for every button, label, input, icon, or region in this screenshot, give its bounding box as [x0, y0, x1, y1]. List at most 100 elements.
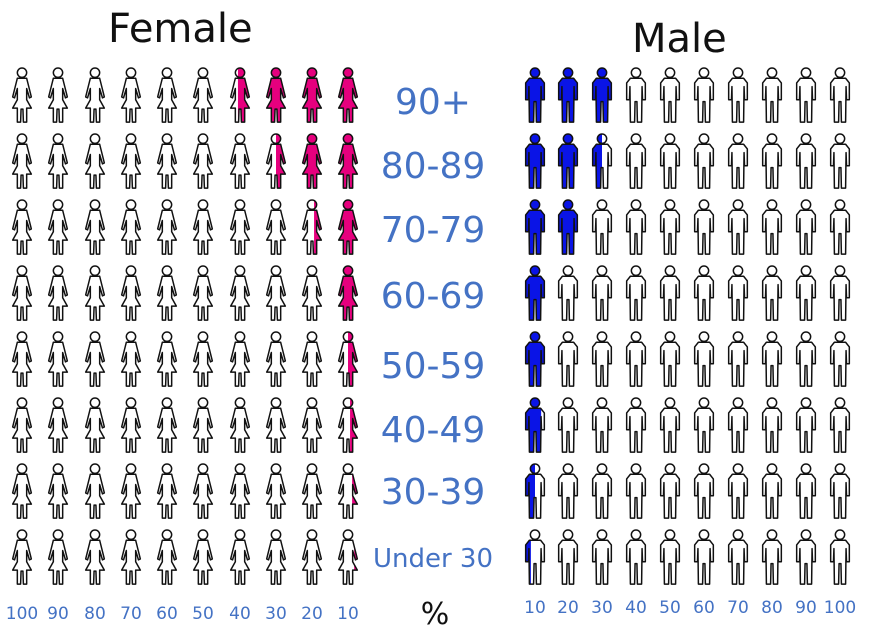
- female-icon-r2-c4: [120, 133, 142, 189]
- female-icon-r5-c2: [47, 331, 69, 387]
- male-icon-r2-c2: [557, 133, 579, 189]
- female-icon-r4-c8: [265, 265, 287, 321]
- female-icon-r7-c3: [84, 463, 106, 519]
- male-icon-r1-c4: [625, 67, 647, 123]
- age-group-label: 40-49: [380, 410, 486, 451]
- male-icon-r4-c7: [727, 265, 749, 321]
- female-tick-label: 90: [47, 604, 69, 624]
- male-tick-label: 50: [659, 598, 681, 618]
- female-icon-r1-c5: [156, 67, 178, 123]
- male-icon-r1-c7: [727, 67, 749, 123]
- female-icon-r1-c8: [265, 67, 287, 123]
- female-icon-r5-c7: [229, 331, 251, 387]
- female-icon-r3-c1: [11, 199, 33, 255]
- male-tick-label: 60: [693, 598, 715, 618]
- male-icon-r1-c1: [524, 67, 546, 123]
- male-icon-r5-c2: [557, 331, 579, 387]
- male-icon-r1-c2: [557, 67, 579, 123]
- female-icon-r5-c3: [84, 331, 106, 387]
- male-icon-r3-c4: [625, 199, 647, 255]
- female-icon-r7-c5: [156, 463, 178, 519]
- female-icon-r1-c6: [192, 67, 214, 123]
- male-icon-r3-c8: [761, 199, 783, 255]
- female-icon-r3-c7: [229, 199, 251, 255]
- female-icon-r6-c8: [265, 397, 287, 453]
- male-icon-r2-c8: [761, 133, 783, 189]
- age-group-label: 30-39: [380, 472, 486, 513]
- female-icon-r4-c4: [120, 265, 142, 321]
- male-icon-r1-c8: [761, 67, 783, 123]
- male-icon-r3-c9: [795, 199, 817, 255]
- male-icon-r5-c3: [591, 331, 613, 387]
- female-icon-r2-c2: [47, 133, 69, 189]
- male-icon-r7-c9: [795, 463, 817, 519]
- male-icon-r8-c7: [727, 529, 749, 585]
- female-tick-label: 80: [84, 604, 106, 624]
- female-tick-label: 50: [192, 604, 214, 624]
- male-icon-r3-c7: [727, 199, 749, 255]
- age-group-label: 70-79: [380, 210, 486, 251]
- male-icon-r7-c6: [693, 463, 715, 519]
- female-icon-r2-c7: [229, 133, 251, 189]
- female-icon-r5-c8: [265, 331, 287, 387]
- female-icon-r6-c5: [156, 397, 178, 453]
- female-icon-r6-c1: [11, 397, 33, 453]
- female-icon-r2-c8: [265, 133, 287, 189]
- male-icon-r3-c3: [591, 199, 613, 255]
- female-icon-r6-c10: [337, 397, 359, 453]
- male-icon-r8-c10: [829, 529, 851, 585]
- male-icon-r4-c8: [761, 265, 783, 321]
- age-group-label: 80-89: [380, 146, 486, 187]
- male-icon-r8-c6: [693, 529, 715, 585]
- unit-label: %: [420, 597, 450, 632]
- male-icon-r7-c4: [625, 463, 647, 519]
- female-icon-r8-c10: [337, 529, 359, 585]
- female-icon-r4-c9: [301, 265, 323, 321]
- male-tick-label: 20: [557, 598, 579, 618]
- male-icon-r2-c5: [659, 133, 681, 189]
- male-icon-r2-c4: [625, 133, 647, 189]
- male-icon-r8-c9: [795, 529, 817, 585]
- male-icon-r6-c9: [795, 397, 817, 453]
- male-tick-label: 30: [591, 598, 613, 618]
- female-icon-r7-c4: [120, 463, 142, 519]
- male-icon-r6-c5: [659, 397, 681, 453]
- male-icon-r2-c6: [693, 133, 715, 189]
- male-icon-r1-c6: [693, 67, 715, 123]
- male-icon-r6-c4: [625, 397, 647, 453]
- male-tick-label: 90: [795, 598, 817, 618]
- male-icon-r8-c8: [761, 529, 783, 585]
- female-icon-r5-c9: [301, 331, 323, 387]
- female-icon-r6-c6: [192, 397, 214, 453]
- female-icon-r4-c7: [229, 265, 251, 321]
- female-icon-r3-c10: [337, 199, 359, 255]
- male-icon-r8-c2: [557, 529, 579, 585]
- male-icon-r5-c7: [727, 331, 749, 387]
- male-icon-r1-c3: [591, 67, 613, 123]
- female-icon-r8-c6: [192, 529, 214, 585]
- male-icon-r3-c10: [829, 199, 851, 255]
- female-icon-r6-c2: [47, 397, 69, 453]
- female-icon-r8-c8: [265, 529, 287, 585]
- male-tick-label: 80: [761, 598, 783, 618]
- female-icon-r3-c8: [265, 199, 287, 255]
- male-icon-r5-c5: [659, 331, 681, 387]
- male-icon-r6-c2: [557, 397, 579, 453]
- male-icon-r3-c1: [524, 199, 546, 255]
- male-icon-r5-c10: [829, 331, 851, 387]
- male-icon-r8-c3: [591, 529, 613, 585]
- male-icon-r7-c10: [829, 463, 851, 519]
- female-icon-r5-c4: [120, 331, 142, 387]
- female-icon-grid: [11, 67, 359, 585]
- male-tick-label: 10: [524, 598, 546, 618]
- female-icon-r1-c7: [229, 67, 251, 123]
- male-icon-r1-c10: [829, 67, 851, 123]
- male-icon-r1-c9: [795, 67, 817, 123]
- male-icon-r8-c1: [524, 529, 546, 585]
- male-icon-r7-c8: [761, 463, 783, 519]
- female-icon-r3-c9: [301, 199, 323, 255]
- male-icon-r6-c1: [524, 397, 546, 453]
- female-panel-title: Female: [108, 6, 253, 52]
- female-tick-label: 60: [156, 604, 178, 624]
- female-icon-r4-c6: [192, 265, 214, 321]
